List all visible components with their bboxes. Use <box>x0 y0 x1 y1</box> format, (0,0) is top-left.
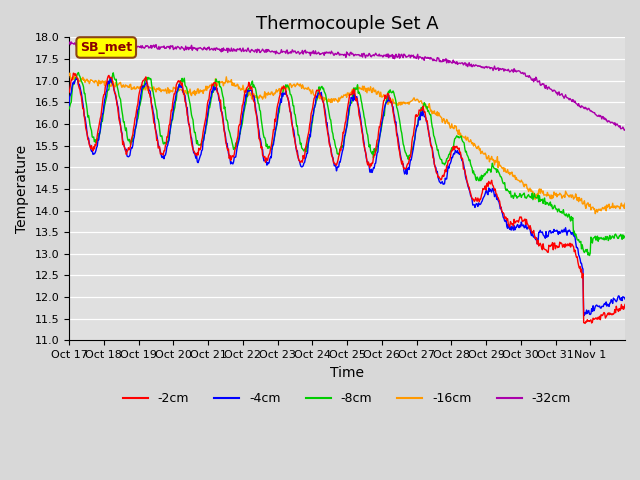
Y-axis label: Temperature: Temperature <box>15 145 29 233</box>
Title: Thermocouple Set A: Thermocouple Set A <box>256 15 438 33</box>
Text: SB_met: SB_met <box>80 41 132 54</box>
X-axis label: Time: Time <box>330 366 364 380</box>
Legend: -2cm, -4cm, -8cm, -16cm, -32cm: -2cm, -4cm, -8cm, -16cm, -32cm <box>118 387 576 410</box>
